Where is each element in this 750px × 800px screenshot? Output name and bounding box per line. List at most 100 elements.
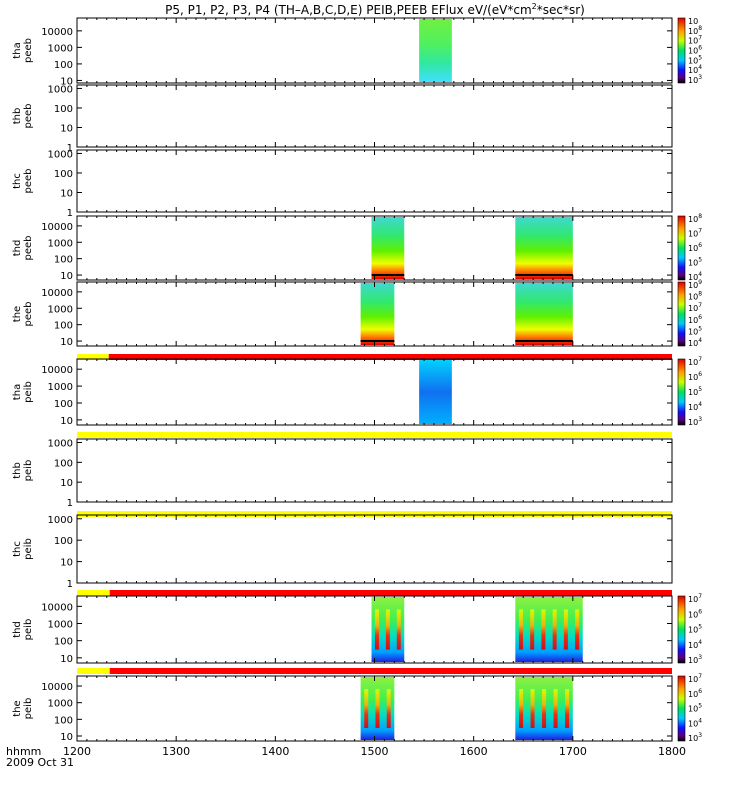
thd-peeb-cb-exp-2: 6 bbox=[698, 242, 702, 249]
tha-peeb-ytick-label-3: 10000 bbox=[41, 27, 73, 38]
the-peeb-cb-base-5: 10 bbox=[688, 281, 698, 290]
thd-peeb-cb-exp-4: 8 bbox=[698, 213, 702, 220]
tha-peib-cb-label-2: 105 bbox=[688, 386, 702, 397]
tha-peib-ytick-label-2: 1000 bbox=[48, 382, 73, 393]
the-peeb-cb-base-2: 10 bbox=[688, 316, 698, 325]
the-peeb-cb-label-2: 106 bbox=[688, 314, 702, 325]
thd-peeb-ylabel: thdpeeb bbox=[12, 236, 34, 261]
tha-peeb-cb-label-6: 10 bbox=[688, 17, 698, 26]
thd-peib-cb-label-1: 104 bbox=[688, 639, 702, 650]
tha-peeb-cb-base-4: 10 bbox=[688, 37, 698, 46]
thd-peib-cb-label-0: 103 bbox=[688, 654, 702, 665]
thd-peeb-cb-label-0: 104 bbox=[688, 271, 702, 282]
tha-peeb-cb-exp-0: 3 bbox=[698, 74, 702, 81]
thd-peib-cb-base-3: 10 bbox=[688, 610, 698, 619]
tha-peib-ylabel-line-1: peib bbox=[23, 381, 34, 403]
the-peib-cb-exp-0: 3 bbox=[698, 732, 702, 739]
the-peeb-cb-exp-0: 4 bbox=[698, 337, 702, 344]
tha-peib-ytick-label-0: 10 bbox=[60, 416, 73, 427]
tha-peib-cb-exp-2: 5 bbox=[698, 386, 702, 393]
thd-peeb-cb-exp-0: 4 bbox=[698, 271, 702, 278]
thc-peib-ylabel: thcpeib bbox=[12, 538, 34, 560]
tha-peib-cb-label-1: 104 bbox=[688, 401, 702, 412]
thd-peeb-cb-label-4: 108 bbox=[688, 213, 702, 224]
thd-peib-cb-exp-4: 7 bbox=[698, 593, 702, 600]
the-peib-core-0-2 bbox=[386, 689, 391, 728]
tha-peib-cb-base-3: 10 bbox=[688, 373, 698, 382]
the-peib-cb-label-1: 104 bbox=[688, 717, 702, 728]
tha-peib-ylabel-line-0: tha bbox=[12, 384, 23, 400]
tha-peib-cb-label-3: 106 bbox=[688, 371, 702, 382]
thc-peeb-ylabel: thcpeeb bbox=[12, 169, 34, 194]
x-tick-label-5: 1700 bbox=[559, 745, 587, 758]
thd-peeb-ylabel-line-0: thd bbox=[12, 240, 23, 257]
thc-peib-ytick-label-1: 10 bbox=[60, 558, 73, 569]
tha-peib-data-block-0 bbox=[419, 360, 452, 424]
x-tick-label-0: 1200 bbox=[63, 745, 91, 758]
the-peib-ytick-label-1: 100 bbox=[54, 715, 73, 726]
x-tick-label-1: 1300 bbox=[162, 745, 190, 758]
the-peeb-ytick-label-2: 1000 bbox=[48, 304, 73, 315]
tha-peib-cb-base-2: 10 bbox=[688, 388, 698, 397]
tha-peeb-frame bbox=[76, 17, 673, 84]
the-peib-ylabel-line-1: peib bbox=[23, 698, 34, 720]
the-peeb-cb-label-0: 104 bbox=[688, 337, 702, 348]
thc-peeb-ytick-label-0: 1 bbox=[67, 208, 73, 219]
thd-peib-cb-base-2: 10 bbox=[688, 626, 698, 635]
thd-peib-cb-base-1: 10 bbox=[688, 641, 698, 650]
thd-peib-ylabel-line-1: peib bbox=[23, 619, 34, 641]
the-peib-cb-base-3: 10 bbox=[688, 690, 698, 699]
the-peeb-cb-base-1: 10 bbox=[688, 327, 698, 336]
tha-peeb-ytick-label-2: 1000 bbox=[48, 43, 73, 54]
tha-peeb-ytick-label-0: 10 bbox=[60, 76, 73, 87]
thd-peib-cb-exp-0: 3 bbox=[698, 654, 702, 661]
thb-peib-ylabel-line-0: thb bbox=[12, 462, 23, 479]
thd-peib-core-1-4 bbox=[563, 609, 568, 650]
tha-peeb-cb-exp-5: 8 bbox=[698, 25, 702, 32]
the-peib-cb-base-2: 10 bbox=[688, 705, 698, 714]
tha-peeb-panel: 10100100010000thapeeb1031041051061071081… bbox=[12, 17, 702, 87]
x-tick-label-2: 1400 bbox=[261, 745, 289, 758]
the-peeb-cb-label-1: 105 bbox=[688, 325, 702, 336]
thd-peeb-cb-label-3: 107 bbox=[688, 228, 702, 239]
tha-peib-ylabel: thapeib bbox=[12, 381, 34, 403]
tha-peib-cb-label-0: 103 bbox=[688, 416, 702, 427]
thd-peeb-cb-base-1: 10 bbox=[688, 259, 698, 268]
the-peeb-ylabel-line-0: the bbox=[12, 306, 23, 322]
thd-peib-core-1-0 bbox=[518, 609, 523, 650]
x-tick-label-6: 1800 bbox=[658, 745, 686, 758]
the-peeb-ylabel-line-1: peeb bbox=[23, 302, 34, 327]
thd-peeb-ytick-label-0: 10 bbox=[60, 271, 73, 282]
tha-peeb-cb-base-0: 10 bbox=[688, 76, 698, 85]
thb-peeb-frame bbox=[76, 84, 673, 148]
thc-peib-ylabel-line-1: peib bbox=[23, 538, 34, 560]
chart-title: P5, P1, P2, P3, P4 (TH–A,B,C,D,E) PEIB,P… bbox=[0, 2, 750, 17]
tha-peib-frame bbox=[76, 358, 673, 426]
thb-peeb-ytick-label-0: 1 bbox=[67, 143, 73, 154]
thd-peib-ylabel-line-0: thd bbox=[12, 621, 23, 638]
thc-peib-flag-0 bbox=[77, 590, 110, 596]
the-peeb-cb-base-3: 10 bbox=[688, 304, 698, 313]
the-peeb-cb-exp-1: 5 bbox=[698, 325, 702, 332]
tha-peeb-ylabel-line-1: peeb bbox=[23, 38, 34, 63]
thd-peib-cb-exp-2: 5 bbox=[698, 624, 702, 631]
the-peib-core-1-2 bbox=[542, 689, 547, 728]
tha-peeb-cb-base-1: 10 bbox=[688, 66, 698, 75]
thd-peib-ylabel: thdpeib bbox=[12, 619, 34, 641]
thb-peib-ytick-label-3: 1000 bbox=[48, 438, 73, 449]
tha-peeb-cb-base-2: 10 bbox=[688, 56, 698, 65]
the-peib-cb-label-4: 107 bbox=[688, 673, 702, 684]
the-peib-core-1-1 bbox=[530, 689, 535, 728]
thd-peib-core-0-1 bbox=[385, 609, 390, 650]
time-axis-label: hhmm bbox=[6, 745, 41, 758]
thd-peeb-ytick-label-2: 1000 bbox=[48, 238, 73, 249]
the-peib-core-1-3 bbox=[553, 689, 558, 728]
thd-peeb-cb-base-3: 10 bbox=[688, 230, 698, 239]
thb-peib-flag-0 bbox=[77, 511, 672, 517]
thd-peib-flag-1 bbox=[109, 668, 673, 674]
tha-peeb-cb-exp-1: 4 bbox=[698, 64, 702, 71]
the-peib-cb-exp-2: 5 bbox=[698, 703, 702, 710]
